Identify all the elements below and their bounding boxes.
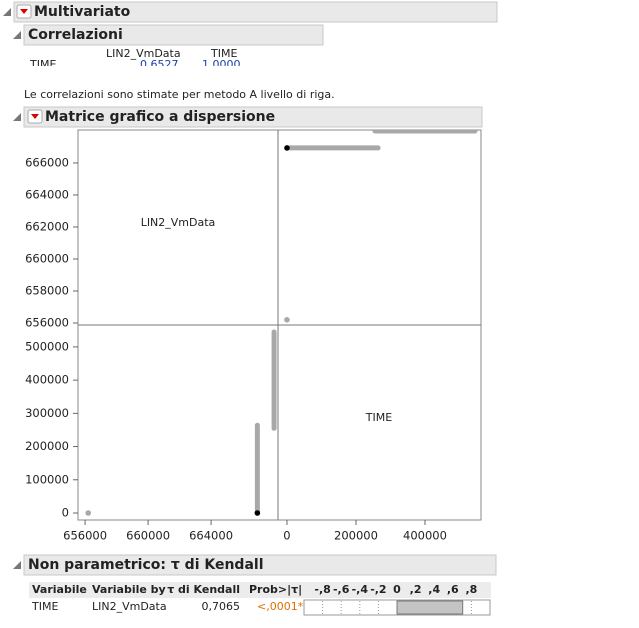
- section-header[interactable]: [23, 24, 324, 46]
- y-tick-label: 656000: [25, 315, 69, 329]
- row-label: TIME: [29, 58, 56, 71]
- table-header: Prob>|τ|: [249, 583, 302, 596]
- x-tick-label: 200000: [334, 529, 378, 543]
- column-header: LIN2_VmData: [106, 47, 181, 60]
- scale-label: -,4: [352, 583, 369, 596]
- y-tick-label: 500000: [25, 339, 69, 353]
- panel: [85, 329, 277, 516]
- section-header[interactable]: [23, 554, 497, 576]
- table-header: Variabile by: [92, 583, 166, 596]
- x-tick-label: 664000: [189, 529, 233, 543]
- table-header: Variabile: [32, 583, 87, 596]
- y-tick-label: 200000: [25, 439, 69, 453]
- scale-label: -,6: [333, 583, 350, 596]
- scale-label: 0: [393, 583, 401, 596]
- cell: 0,6527: [140, 58, 179, 71]
- x-tick-label: 0: [283, 529, 290, 543]
- disclosure-icon[interactable]: [13, 113, 21, 121]
- y-tick-label: 100000: [25, 472, 69, 486]
- panel: [284, 130, 478, 323]
- note: Le correlazioni sono stimate per metodo …: [24, 88, 335, 101]
- point: [284, 145, 290, 151]
- x-tick-label: 660000: [126, 529, 170, 543]
- section-title: Matrice grafico a dispersione: [45, 109, 275, 125]
- outline-header[interactable]: [13, 1, 498, 23]
- outline-title: Multivariato: [34, 4, 131, 20]
- cell: <,0001*: [257, 600, 304, 613]
- point: [85, 510, 92, 516]
- section-title: Non parametrico: τ di Kendall: [28, 557, 264, 573]
- y-tick-label: 300000: [25, 406, 69, 420]
- table-header-row: [29, 582, 491, 598]
- point: [254, 510, 261, 516]
- variable-label: LIN2_VmData: [141, 216, 216, 229]
- scale-label: ,8: [465, 583, 477, 596]
- disclosure-icon[interactable]: [3, 8, 11, 16]
- scale-label: -,2: [370, 583, 386, 596]
- bar: [396, 600, 464, 615]
- scale-label: ,6: [447, 583, 459, 596]
- point: [284, 316, 290, 323]
- disclosure-icon[interactable]: [13, 31, 21, 39]
- section-title: Correlazioni: [28, 27, 123, 43]
- scale-label: -,8: [314, 583, 330, 596]
- cell: LIN2_VmData: [92, 600, 167, 613]
- x-tick-label: 400000: [403, 529, 447, 543]
- y-tick-label: 666000: [25, 155, 69, 169]
- cell: 1,0000: [202, 58, 241, 71]
- disclosure-icon[interactable]: [13, 561, 21, 569]
- cell: TIME: [31, 600, 58, 613]
- scale-label: ,4: [428, 583, 440, 596]
- cell: 0,7065: [202, 600, 241, 613]
- menu-icon: [31, 114, 39, 119]
- x-tick-label: 656000: [63, 529, 107, 543]
- clipped-row: TIME 0,6527 1,0000: [29, 58, 241, 71]
- y-tick-label: 0: [62, 505, 69, 519]
- y-tick-label: 660000: [25, 251, 69, 265]
- variable-label: TIME: [365, 411, 392, 424]
- section-header[interactable]: [23, 106, 483, 128]
- y-tick-label: 400000: [25, 373, 69, 387]
- menu-icon: [20, 9, 28, 14]
- table-header: τ di Kendall: [167, 583, 240, 596]
- scale-label: ,2: [410, 583, 422, 596]
- y-tick-label: 658000: [25, 283, 69, 297]
- y-tick-label: 664000: [25, 187, 69, 201]
- y-tick-label: 662000: [25, 219, 69, 233]
- column-header: TIME: [210, 47, 237, 60]
